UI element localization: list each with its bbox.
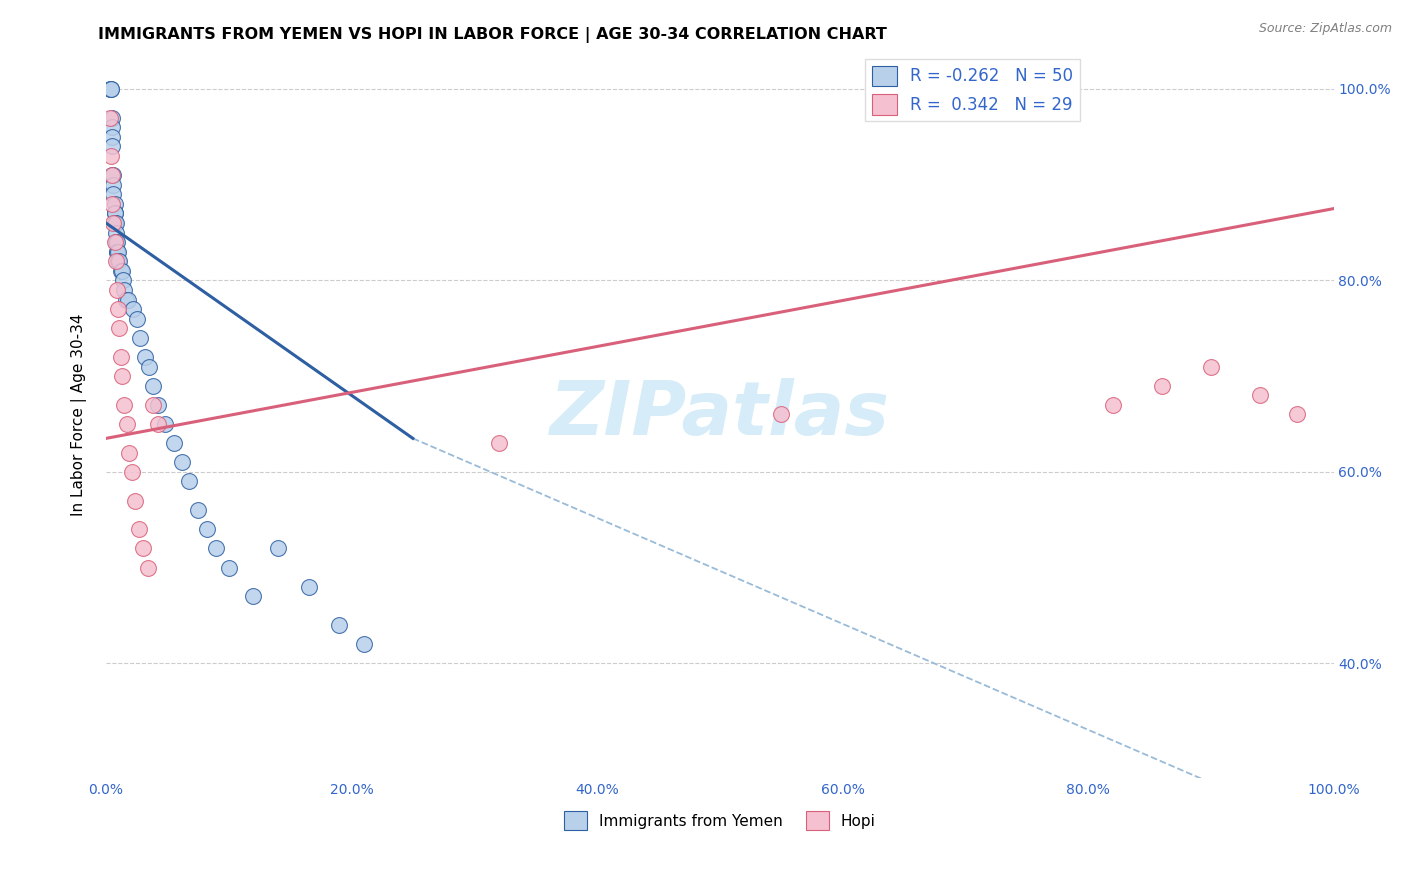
Point — [1101, 398, 1123, 412]
Point — [142, 378, 165, 392]
Point — [105, 283, 128, 297]
Point — [146, 398, 169, 412]
Point — [112, 273, 135, 287]
Point — [488, 436, 510, 450]
Point — [105, 244, 128, 259]
Point — [111, 264, 134, 278]
Point — [142, 398, 165, 412]
Point — [134, 350, 156, 364]
Point — [105, 244, 128, 259]
Point — [103, 168, 125, 182]
Point — [101, 139, 124, 153]
Text: Source: ZipAtlas.com: Source: ZipAtlas.com — [1258, 22, 1392, 36]
Point — [218, 560, 240, 574]
Point — [132, 541, 155, 556]
Point — [103, 206, 125, 220]
Point — [104, 216, 127, 230]
Point — [153, 417, 176, 431]
Point — [172, 455, 194, 469]
Point — [205, 541, 228, 556]
Point — [110, 264, 132, 278]
Point — [195, 522, 218, 536]
Point — [128, 522, 150, 536]
Point — [129, 331, 152, 345]
Point — [103, 235, 125, 249]
Point — [1199, 359, 1222, 374]
Point — [124, 493, 146, 508]
Point — [111, 369, 134, 384]
Point — [162, 436, 184, 450]
Point — [101, 111, 124, 125]
Point — [103, 216, 125, 230]
Point — [122, 302, 145, 317]
Point — [103, 197, 125, 211]
Text: IMMIGRANTS FROM YEMEN VS HOPI IN LABOR FORCE | AGE 30-34 CORRELATION CHART: IMMIGRANTS FROM YEMEN VS HOPI IN LABOR F… — [98, 27, 887, 43]
Point — [107, 244, 129, 259]
Point — [100, 82, 122, 96]
Point — [107, 254, 129, 268]
Point — [187, 503, 209, 517]
Point — [328, 618, 350, 632]
Point — [100, 82, 122, 96]
Point — [117, 293, 139, 307]
Point — [105, 235, 128, 249]
Point — [118, 446, 141, 460]
Point — [1249, 388, 1271, 402]
Point — [100, 149, 122, 163]
Point — [101, 168, 124, 182]
Point — [770, 408, 793, 422]
Point — [103, 206, 125, 220]
Point — [1285, 408, 1308, 422]
Point — [297, 580, 319, 594]
Point — [104, 254, 127, 268]
Point — [146, 417, 169, 431]
Point — [1150, 378, 1173, 392]
Text: ZIPatlas: ZIPatlas — [550, 378, 890, 451]
Point — [107, 302, 129, 317]
Point — [101, 120, 124, 135]
Point — [103, 187, 125, 202]
Point — [108, 321, 131, 335]
Point — [179, 475, 201, 489]
Point — [104, 235, 127, 249]
Point — [101, 197, 124, 211]
Point — [353, 637, 375, 651]
Point — [121, 465, 143, 479]
Point — [98, 111, 121, 125]
Point — [101, 168, 124, 182]
Point — [138, 359, 160, 374]
Point — [115, 417, 138, 431]
Point — [98, 82, 121, 96]
Y-axis label: In Labor Force | Age 30-34: In Labor Force | Age 30-34 — [72, 313, 87, 516]
Legend: Immigrants from Yemen, Hopi: Immigrants from Yemen, Hopi — [558, 805, 882, 836]
Point — [103, 216, 125, 230]
Point — [125, 311, 148, 326]
Point — [110, 350, 132, 364]
Point — [103, 178, 125, 192]
Point — [267, 541, 290, 556]
Point — [114, 293, 136, 307]
Point — [108, 254, 131, 268]
Point — [136, 560, 159, 574]
Point — [112, 283, 135, 297]
Point — [104, 226, 127, 240]
Point — [242, 590, 264, 604]
Point — [112, 398, 135, 412]
Point — [101, 129, 124, 144]
